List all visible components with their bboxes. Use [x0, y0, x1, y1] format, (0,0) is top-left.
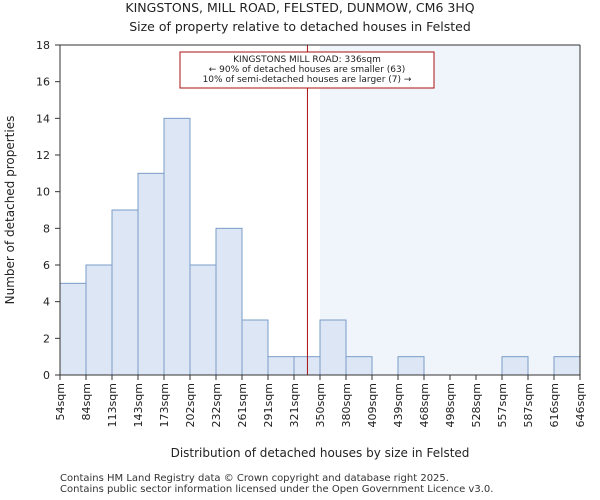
bar-291sqm: [267, 356, 295, 376]
x-tick-label-113sqm: 113sqm: [106, 383, 119, 427]
y-tick-label-12: 12: [36, 149, 50, 162]
larger-region-shade: [320, 45, 580, 375]
annotation-box: KINGSTONS MILL ROAD: 336sqm ← 90% of det…: [179, 51, 435, 89]
x-tick-label-143sqm: 143sqm: [132, 383, 145, 427]
x-tick-label-291sqm: 291sqm: [262, 383, 275, 427]
bars-group: [59, 117, 581, 376]
bar-113sqm: [111, 209, 139, 376]
x-tick-label-54sqm: 54sqm: [54, 383, 67, 420]
chart-subtitle: Size of property relative to detached ho…: [129, 19, 471, 34]
footer-line-2: Contains public sector information licen…: [60, 484, 494, 495]
footer-line-1: Contains HM Land Registry data © Crown c…: [60, 473, 449, 484]
bar-84sqm: [85, 264, 113, 376]
bar-350sqm: [319, 319, 347, 376]
y-tick-label-2: 2: [43, 332, 50, 345]
x-tick-label-616sqm: 616sqm: [548, 383, 561, 427]
bar-54sqm: [59, 282, 87, 376]
x-tick-label-468sqm: 468sqm: [418, 383, 431, 427]
annotation-line-2: ← 90% of detached houses are smaller (63…: [209, 65, 406, 75]
chart-title: KINGSTONS, MILL ROAD, FELSTED, DUNMOW, C…: [125, 0, 474, 15]
y-tick-label-18: 18: [36, 39, 50, 52]
bar-616sqm: [553, 356, 581, 376]
x-tick-label-439sqm: 439sqm: [392, 383, 405, 427]
y-tick-label-14: 14: [36, 112, 50, 125]
x-tick-label-557sqm: 557sqm: [496, 383, 509, 427]
x-tick-label-232sqm: 232sqm: [210, 383, 223, 427]
bar-380sqm: [345, 356, 373, 376]
annotation-line-1: KINGSTONS MILL ROAD: 336sqm: [233, 55, 381, 65]
bar-439sqm: [397, 356, 425, 376]
x-tick-label-350sqm: 350sqm: [314, 383, 327, 427]
x-tick-label-528sqm: 528sqm: [470, 383, 483, 427]
bar-557sqm: [501, 356, 529, 376]
x-tick-label-321sqm: 321sqm: [288, 383, 301, 427]
y-tick-label-4: 4: [43, 296, 50, 309]
x-tick-label-646sqm: 646sqm: [574, 383, 587, 427]
x-tick-label-380sqm: 380sqm: [340, 383, 353, 427]
x-tick-label-173sqm: 173sqm: [158, 383, 171, 427]
annotation-frame: [179, 51, 435, 89]
annotation-line-3: 10% of semi-detached houses are larger (…: [203, 75, 412, 85]
bar-232sqm: [215, 227, 243, 376]
bar-143sqm: [137, 172, 165, 376]
x-tick-label-84sqm: 84sqm: [80, 383, 93, 420]
y-ticks-group: 0 2 4 6 8 10 12 14 16 18: [36, 39, 60, 382]
bar-261sqm: [241, 319, 269, 376]
x-tick-label-498sqm: 498sqm: [444, 383, 457, 427]
y-tick-label-16: 16: [36, 76, 50, 89]
x-tick-label-261sqm: 261sqm: [236, 383, 249, 427]
x-axis-label: Distribution of detached houses by size …: [171, 446, 470, 460]
y-tick-label-10: 10: [36, 186, 50, 199]
x-tick-label-409sqm: 409sqm: [366, 383, 379, 427]
x-tick-label-587sqm: 587sqm: [522, 383, 535, 427]
y-tick-label-6: 6: [43, 259, 50, 272]
y-axis-label: Number of detached properties: [3, 116, 17, 305]
bar-173sqm: [163, 117, 191, 376]
x-ticks-group: 54sqm 84sqm 113sqm 143sqm 173sqm 202sqm 232sqm…: [54, 375, 587, 427]
bar-202sqm: [189, 264, 217, 376]
y-tick-label-0: 0: [43, 369, 50, 382]
x-tick-label-202sqm: 202sqm: [184, 383, 197, 427]
y-tick-label-8: 8: [43, 222, 50, 235]
